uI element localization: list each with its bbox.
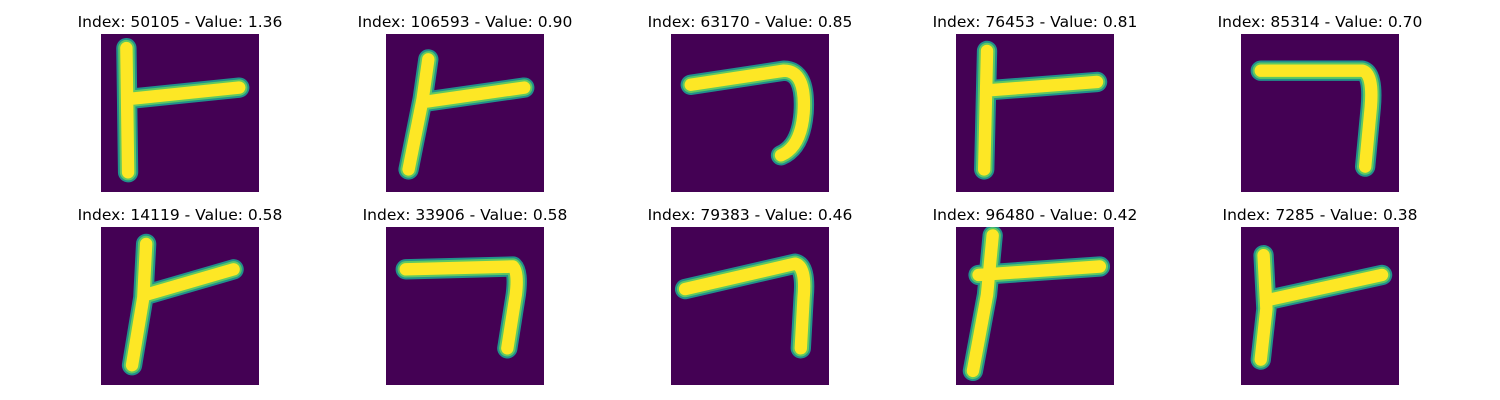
digit-image bbox=[386, 227, 544, 385]
image-panel: Index: 96480 - Value: 0.42 bbox=[915, 205, 1155, 395]
digit-image bbox=[1241, 227, 1399, 385]
panel-title: Index: 50105 - Value: 1.36 bbox=[77, 13, 283, 31]
digit-stroke bbox=[1254, 249, 1389, 366]
digit-stroke bbox=[1254, 64, 1378, 173]
digit-stroke bbox=[402, 53, 531, 176]
digit-image bbox=[101, 227, 259, 385]
digit-stroke bbox=[399, 260, 523, 355]
panel-title: Index: 79383 - Value: 0.46 bbox=[647, 206, 853, 224]
digit-stroke bbox=[125, 237, 240, 372]
image-panel: Index: 106593 - Value: 0.90 bbox=[345, 12, 585, 202]
digit-image bbox=[386, 34, 544, 192]
image-panel: Index: 50105 - Value: 1.36 bbox=[60, 12, 300, 202]
digit-stroke bbox=[978, 44, 1104, 176]
image-panel: Index: 7285 - Value: 0.38 bbox=[1200, 205, 1440, 395]
image-panel: Index: 79383 - Value: 0.46 bbox=[630, 205, 870, 395]
image-panel: Index: 85314 - Value: 0.70 bbox=[1200, 12, 1440, 202]
digit-image bbox=[1241, 34, 1399, 192]
panel-title: Index: 76453 - Value: 0.81 bbox=[932, 13, 1138, 31]
image-panel: Index: 76453 - Value: 0.81 bbox=[915, 12, 1155, 202]
image-panel: Index: 63170 - Value: 0.85 bbox=[630, 12, 870, 202]
digit-stroke bbox=[678, 257, 811, 355]
panel-title: Index: 7285 - Value: 0.38 bbox=[1222, 206, 1418, 224]
digit-stroke bbox=[120, 41, 246, 179]
image-panel: Index: 33906 - Value: 0.58 bbox=[345, 205, 585, 395]
panel-title: Index: 106593 - Value: 0.90 bbox=[357, 13, 573, 31]
digit-stroke bbox=[966, 229, 1107, 378]
panel-title: Index: 14119 - Value: 0.58 bbox=[77, 206, 283, 224]
panel-title: Index: 63170 - Value: 0.85 bbox=[647, 13, 853, 31]
digit-stroke bbox=[684, 64, 811, 162]
panel-title: Index: 33906 - Value: 0.58 bbox=[362, 206, 568, 224]
panel-title: Index: 96480 - Value: 0.42 bbox=[932, 206, 1138, 224]
digit-image bbox=[101, 34, 259, 192]
image-panel: Index: 14119 - Value: 0.58 bbox=[60, 205, 300, 395]
digit-image bbox=[956, 227, 1114, 385]
digit-image bbox=[671, 227, 829, 385]
digit-image bbox=[956, 34, 1114, 192]
digit-image bbox=[671, 34, 829, 192]
panel-title: Index: 85314 - Value: 0.70 bbox=[1217, 13, 1423, 31]
